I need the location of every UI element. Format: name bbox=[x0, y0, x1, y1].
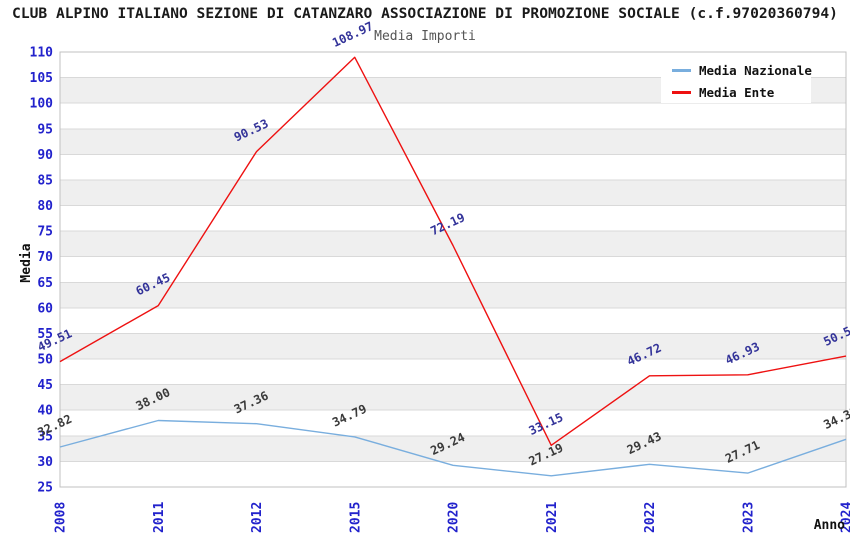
chart-subtitle: Media Importi bbox=[374, 29, 476, 44]
x-tick-label: 2011 bbox=[152, 502, 167, 533]
grid-band bbox=[60, 333, 846, 360]
grid-band bbox=[60, 128, 846, 155]
chart-title: CLUB ALPINO ITALIANO SEZIONE DI CATANZAR… bbox=[12, 5, 838, 22]
grid-band bbox=[60, 384, 846, 411]
y-tick-label: 80 bbox=[37, 199, 53, 214]
point-label-media-ente: 108.97 bbox=[330, 19, 375, 50]
legend-label-media-ente: Media Ente bbox=[699, 85, 775, 100]
grid-band bbox=[60, 179, 846, 206]
series-line-media-nazionale bbox=[59, 419, 847, 477]
y-tick-label: 50 bbox=[37, 353, 53, 368]
y-tick-label: 35 bbox=[37, 429, 53, 444]
y-tick-label: 90 bbox=[37, 148, 53, 163]
grid-band bbox=[60, 231, 846, 257]
y-tick-label: 30 bbox=[37, 455, 53, 470]
y-tick-label: 40 bbox=[37, 404, 53, 419]
x-tick-label: 2015 bbox=[348, 502, 363, 533]
x-tick-label: 2024 bbox=[840, 502, 850, 533]
y-tick-label: 70 bbox=[37, 250, 53, 265]
x-tick-label: 2022 bbox=[643, 502, 658, 533]
grid-band bbox=[60, 435, 846, 462]
x-axis-title: Anno bbox=[814, 518, 845, 533]
y-tick-label: 110 bbox=[30, 46, 54, 61]
plot-border bbox=[59, 51, 847, 488]
y-tick-label: 105 bbox=[30, 71, 53, 86]
y-tick-label: 85 bbox=[37, 173, 53, 188]
grid-band bbox=[60, 282, 846, 308]
legend: Media Nazionale Media Ente bbox=[661, 57, 812, 103]
series-line-media-ente bbox=[59, 56, 847, 446]
x-tick-label: 2008 bbox=[54, 502, 69, 533]
y-tick-label: 45 bbox=[37, 378, 53, 393]
x-tick-label: 2021 bbox=[545, 502, 560, 533]
legend-box bbox=[661, 57, 811, 103]
y-tick-label: 100 bbox=[30, 97, 54, 112]
x-tick-label: 2023 bbox=[741, 502, 756, 533]
y-tick-label: 95 bbox=[37, 122, 53, 137]
y-tick-label: 55 bbox=[37, 327, 53, 342]
y-axis-title: Media bbox=[19, 243, 34, 282]
y-tick-label: 65 bbox=[37, 276, 53, 291]
y-tick-label: 75 bbox=[37, 225, 53, 240]
y-tick-label: 25 bbox=[37, 481, 53, 496]
y-tick-label: 60 bbox=[37, 301, 53, 316]
x-tick-label: 2020 bbox=[447, 502, 462, 533]
legend-label-media-nazionale: Media Nazionale bbox=[699, 63, 812, 78]
x-tick-label: 2012 bbox=[250, 502, 265, 533]
